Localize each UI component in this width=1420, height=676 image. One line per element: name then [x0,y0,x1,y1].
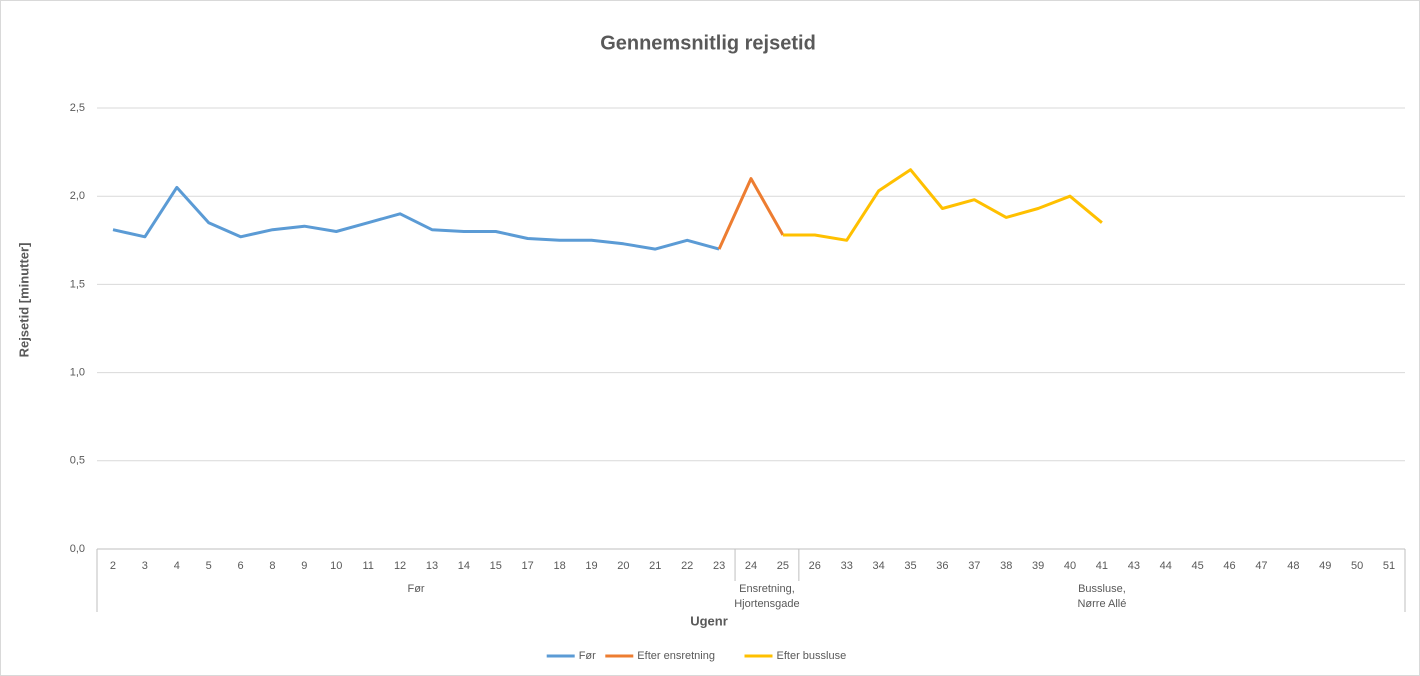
x-tick-label: 48 [1287,560,1299,572]
x-tick-label: 18 [553,560,565,572]
y-tick-label: 1,5 [70,278,85,290]
x-tick-label: 41 [1096,560,1108,572]
series-line [717,177,785,250]
x-tick-label: 19 [585,560,597,572]
group-label: Bussluse, [1078,583,1126,595]
x-tick-label: 49 [1319,560,1331,572]
x-tick-label: 35 [904,560,916,572]
legend-label: Før [579,650,596,662]
series-line [112,185,720,251]
x-tick-label: 46 [1223,560,1235,572]
x-tick-label: 12 [394,560,406,572]
x-tick-label: 26 [809,560,821,572]
x-tick-label: 2 [110,560,116,572]
legend-label: Efter ensretning [637,650,715,662]
x-tick-label: 15 [490,560,502,572]
x-tick-label: 4 [174,560,180,572]
x-tick-label: 43 [1128,560,1140,572]
x-tick-label: 23 [713,560,725,572]
group-label: Før [407,583,424,595]
x-tick-label: 22 [681,560,693,572]
y-tick-label: 1,0 [70,367,85,379]
x-tick-label: 51 [1383,560,1395,572]
chart-title: Gennemsnitlig rejsetid [600,32,816,54]
x-tick-label: 3 [142,560,148,572]
x-tick-label: 37 [968,560,980,572]
series-line [782,168,1103,242]
x-tick-label: 9 [301,560,307,572]
y-tick-label: 2,0 [70,190,85,202]
x-tick-label: 47 [1255,560,1267,572]
x-tick-label: 21 [649,560,661,572]
x-tick-label: 40 [1064,560,1076,572]
group-label: Hjortensgade [734,598,799,610]
y-axis-label: Rejsetid [minutter] [16,243,31,358]
x-tick-label: 50 [1351,560,1363,572]
x-tick-label: 8 [269,560,275,572]
x-tick-label: 25 [777,560,789,572]
x-tick-label: 20 [617,560,629,572]
x-tick-label: 10 [330,560,342,572]
x-tick-label: 38 [1000,560,1012,572]
y-tick-label: 2,5 [70,102,85,114]
x-tick-label: 34 [872,560,884,572]
x-tick-label: 33 [841,560,853,572]
x-tick-label: 39 [1032,560,1044,572]
group-label: Ensretning, [739,583,795,595]
x-tick-label: 24 [745,560,757,572]
x-tick-label: 13 [426,560,438,572]
x-tick-label: 44 [1160,560,1172,572]
x-tick-label: 6 [237,560,243,572]
y-tick-label: 0,5 [70,455,85,467]
x-tick-label: 11 [362,560,373,572]
x-tick-label: 36 [936,560,948,572]
y-tick-label: 0,0 [70,543,85,555]
x-axis-label: Ugenr [690,613,728,628]
x-tick-label: 14 [458,560,470,572]
x-tick-label: 45 [1192,560,1204,572]
group-label: Nørre Allé [1077,598,1126,610]
x-tick-label: 17 [522,560,534,572]
legend-label: Efter bussluse [777,650,847,662]
x-tick-label: 5 [206,560,212,572]
